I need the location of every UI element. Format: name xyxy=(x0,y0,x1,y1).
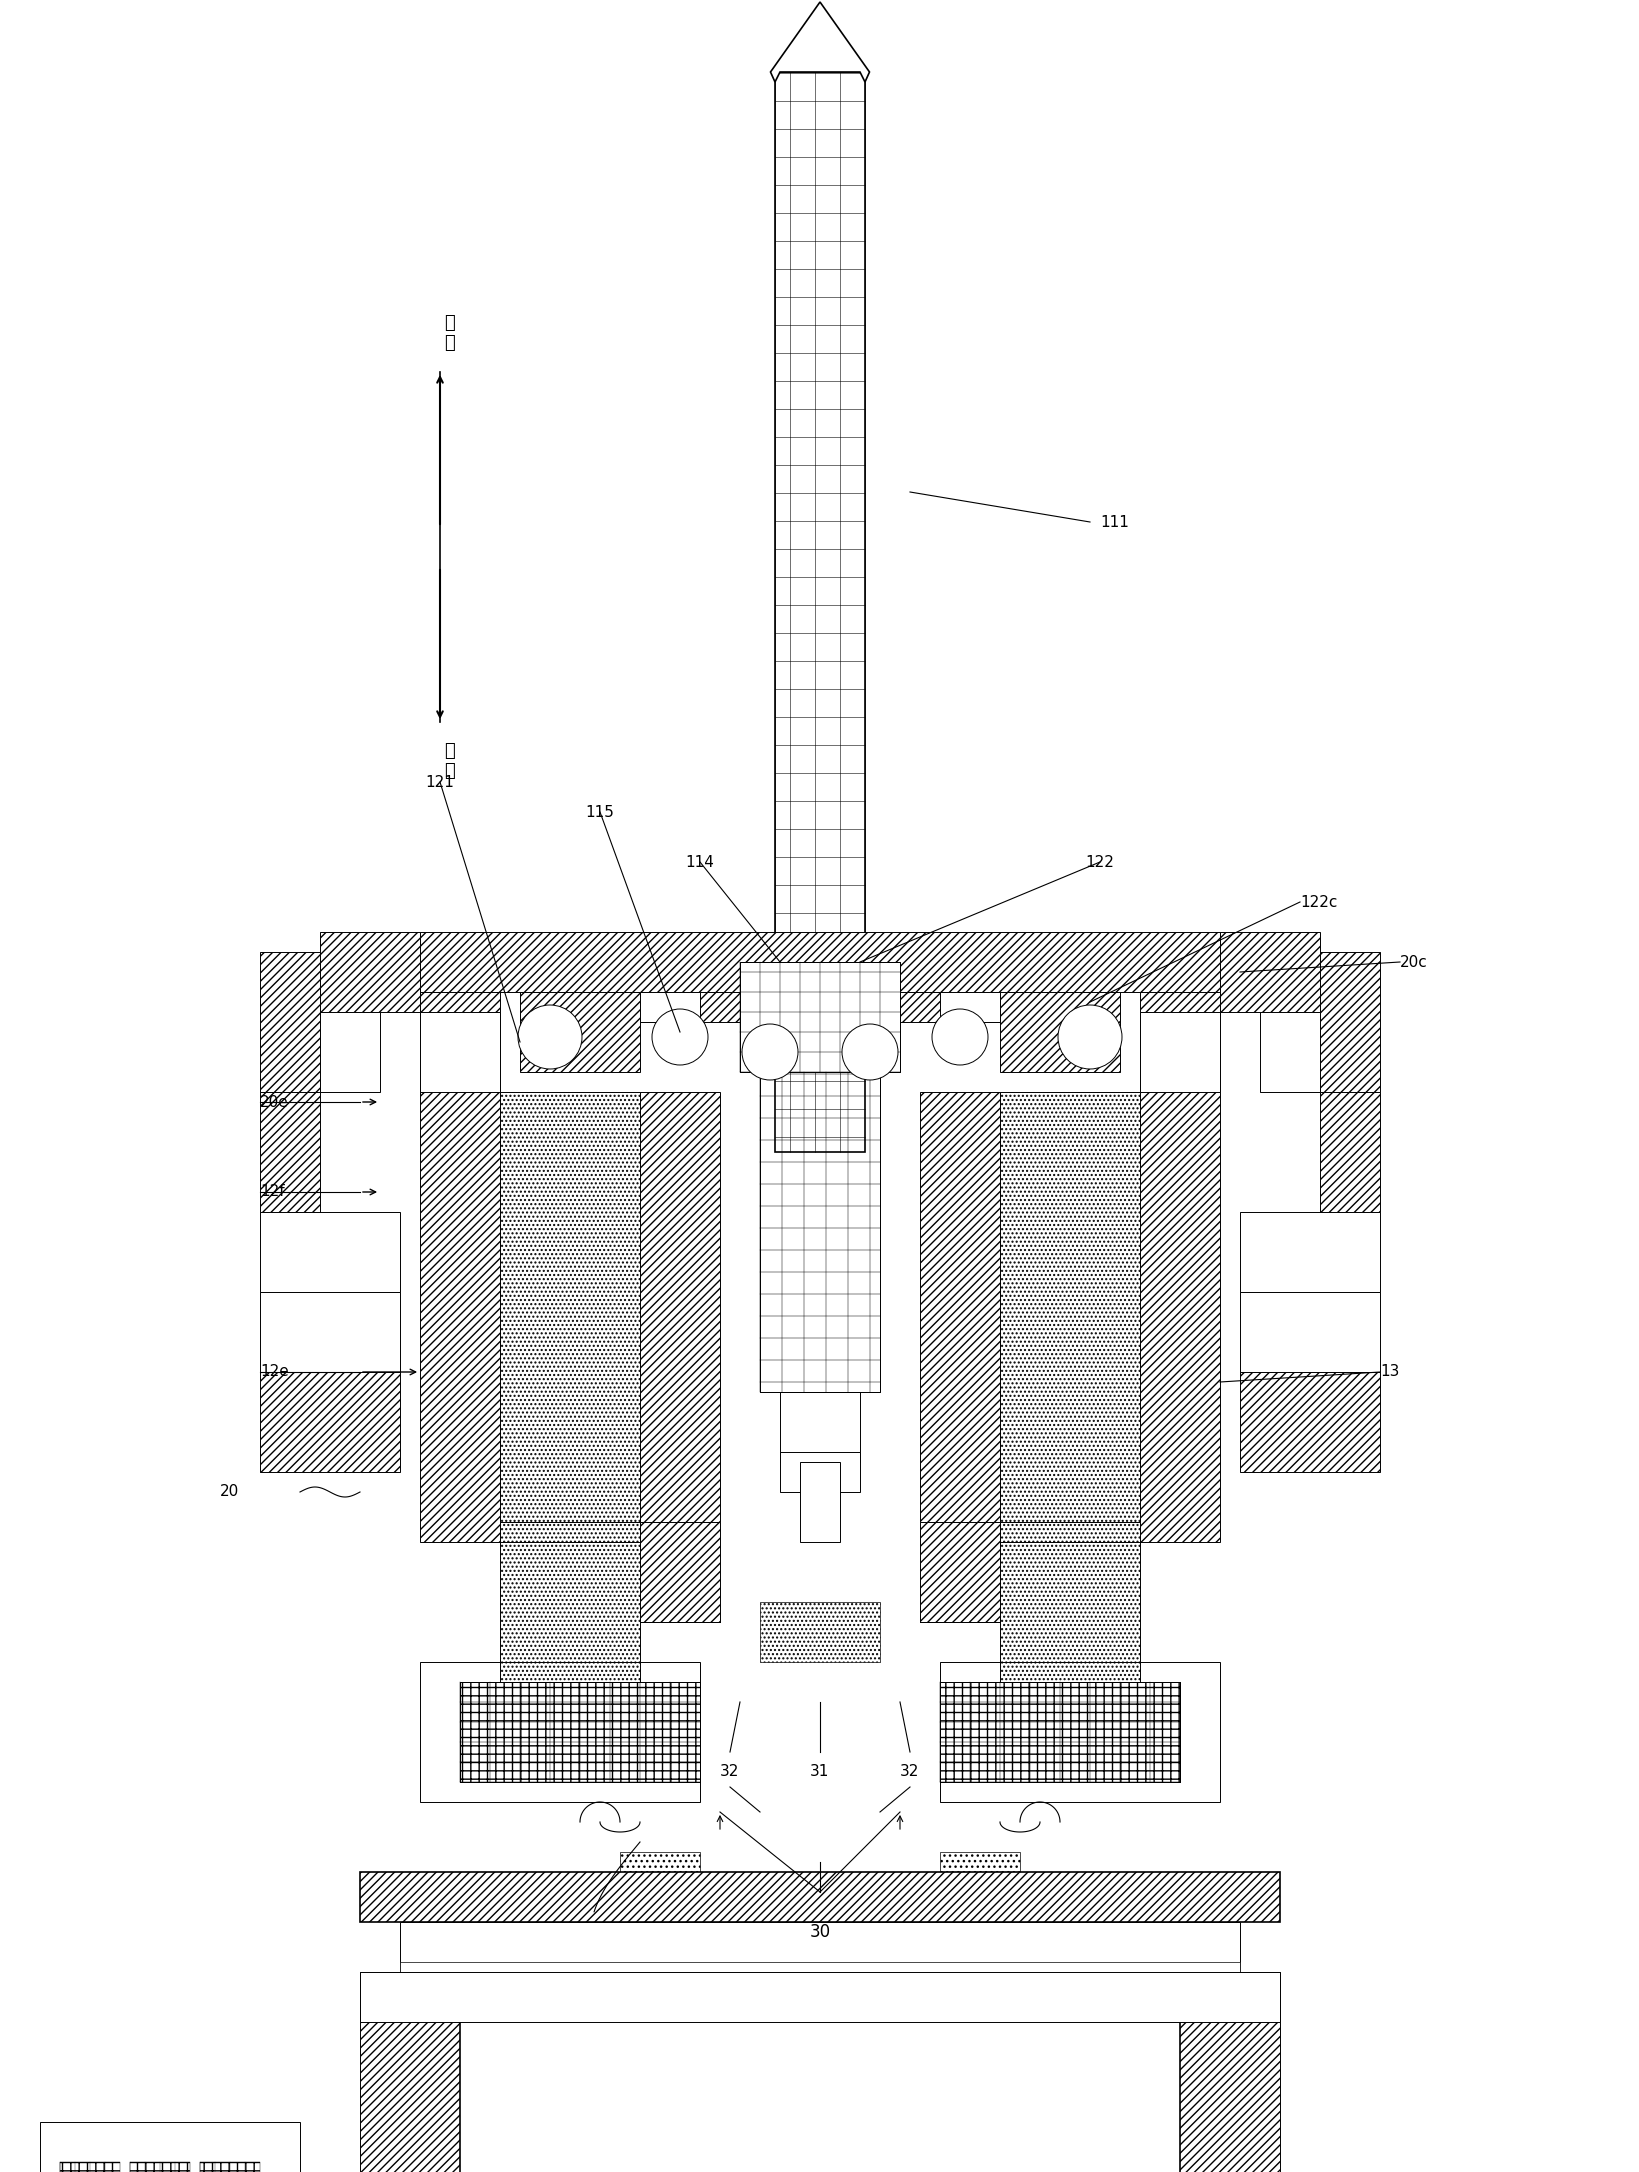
Circle shape xyxy=(652,1010,708,1064)
Polygon shape xyxy=(770,2,869,83)
Text: 121: 121 xyxy=(425,775,454,788)
Bar xyxy=(361,1972,1278,2022)
Bar xyxy=(1259,1012,1319,1093)
Bar xyxy=(620,1853,700,1881)
Text: 顶: 顶 xyxy=(444,334,456,352)
Bar xyxy=(639,1093,720,1523)
Text: 32: 32 xyxy=(900,1764,919,1779)
Circle shape xyxy=(1057,1006,1121,1069)
Bar xyxy=(61,2161,120,2172)
Bar xyxy=(420,993,500,1542)
Bar xyxy=(939,1853,1019,1881)
Bar xyxy=(261,1212,400,1292)
Bar xyxy=(500,1093,639,1523)
Bar xyxy=(261,951,320,1093)
Bar xyxy=(361,1872,1278,1922)
Bar xyxy=(939,1681,1180,1781)
Bar xyxy=(400,1961,1239,1983)
Bar xyxy=(261,1373,400,1473)
Bar xyxy=(1319,951,1378,1093)
Bar xyxy=(200,2161,261,2172)
Bar xyxy=(1239,1212,1378,1292)
Text: 111: 111 xyxy=(1100,515,1128,530)
Bar xyxy=(1219,932,1319,1012)
Bar xyxy=(780,1392,859,1462)
Text: 20e: 20e xyxy=(261,1095,288,1110)
Bar xyxy=(919,1093,1000,1523)
Bar xyxy=(759,1073,880,1392)
Bar xyxy=(939,1681,1180,1781)
Text: 13: 13 xyxy=(1378,1364,1398,1379)
Bar xyxy=(361,1972,480,2172)
Bar xyxy=(1239,1373,1378,1473)
Text: 30: 30 xyxy=(810,1922,829,1942)
Bar xyxy=(420,1012,500,1093)
Bar xyxy=(1000,993,1119,1073)
Text: 顶: 顶 xyxy=(444,315,456,332)
Bar xyxy=(420,1662,700,1803)
Bar xyxy=(620,993,1019,1023)
Text: 底: 底 xyxy=(444,762,456,780)
Text: 20: 20 xyxy=(220,1483,239,1499)
Bar xyxy=(1159,1972,1278,2172)
Bar xyxy=(775,72,864,1151)
Bar xyxy=(1239,1292,1378,1373)
Bar xyxy=(320,932,420,1012)
Bar xyxy=(739,962,900,1073)
Text: 115: 115 xyxy=(585,804,615,819)
Circle shape xyxy=(741,1023,798,1079)
Bar xyxy=(1319,1093,1378,1212)
Bar xyxy=(1000,1093,1139,1523)
Bar xyxy=(759,1603,880,1662)
Bar xyxy=(39,2122,300,2172)
Bar xyxy=(800,1462,839,1542)
Bar xyxy=(261,1292,400,1373)
Bar xyxy=(919,1523,1000,1622)
Text: 12f: 12f xyxy=(261,1184,285,1199)
Circle shape xyxy=(841,1023,898,1079)
Text: 32: 32 xyxy=(720,1764,739,1779)
Bar xyxy=(739,962,900,1073)
Bar xyxy=(759,1073,880,1392)
Text: 20c: 20c xyxy=(1400,954,1428,969)
Bar xyxy=(1139,993,1219,1542)
Bar xyxy=(459,1681,700,1781)
Bar xyxy=(939,1662,1219,1803)
Bar xyxy=(639,993,700,1023)
Text: 12e: 12e xyxy=(261,1364,288,1379)
Bar xyxy=(780,1453,859,1492)
Text: 122: 122 xyxy=(1085,854,1115,869)
Bar xyxy=(1000,1523,1139,1681)
Bar xyxy=(520,993,639,1073)
FancyBboxPatch shape xyxy=(459,1983,1180,2172)
Bar xyxy=(1139,1012,1219,1093)
Bar xyxy=(261,1093,320,1212)
Bar xyxy=(420,932,1219,993)
Bar xyxy=(500,1523,639,1681)
Bar xyxy=(320,1012,380,1093)
Bar xyxy=(129,2161,190,2172)
Bar xyxy=(459,1681,700,1781)
Bar xyxy=(775,72,864,1151)
Bar xyxy=(939,993,1000,1023)
Bar xyxy=(639,1523,720,1622)
Circle shape xyxy=(518,1006,582,1069)
Text: 底: 底 xyxy=(444,743,456,760)
Circle shape xyxy=(931,1010,987,1064)
Text: 122c: 122c xyxy=(1300,895,1336,910)
Text: 114: 114 xyxy=(685,854,715,869)
Bar xyxy=(400,1922,1239,1972)
Text: 31: 31 xyxy=(810,1764,829,1779)
